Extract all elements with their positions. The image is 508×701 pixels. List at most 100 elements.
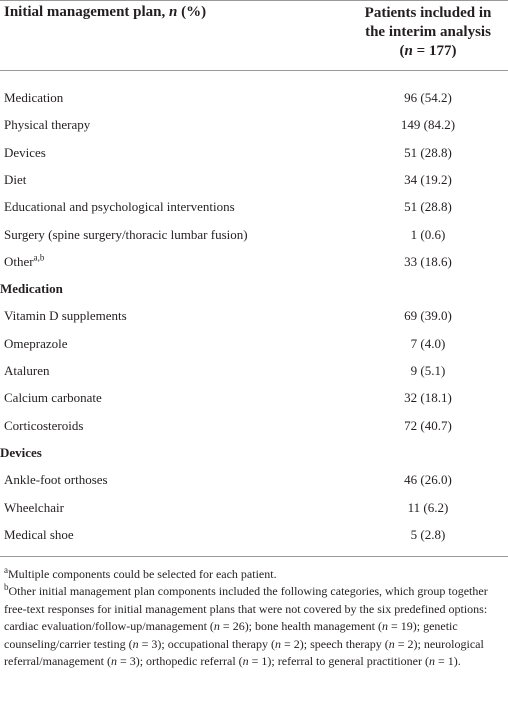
footnote-text: = 26); bone health management ( [219, 619, 382, 634]
header-text: = 177) [412, 43, 457, 59]
footnote-text: = 2); neurological referral/management ( [4, 636, 484, 669]
footnote-text: = 3); occupational therapy ( [138, 636, 276, 651]
rule [0, 0, 508, 1]
label-text: Ataluren [4, 363, 50, 378]
row-value: 5 (2.8) [410, 526, 446, 542]
footnote-text: n [132, 636, 139, 651]
row-label: Calcium carbonate [4, 390, 102, 406]
label-text: Surgery (spine surgery/thoracic lumbar f… [4, 226, 248, 242]
row-value: 51 (28.8) [404, 144, 452, 160]
footnote-text: = 19); genetic counseling/carrier testin… [4, 619, 458, 651]
table-row: Surgery (spine surgery/thoracic lumbar f… [0, 222, 508, 249]
table-row: Physical therapy 149 (84.2) [0, 112, 508, 139]
row-value: 33 (18.6) [404, 253, 452, 269]
table-row: Ataluren 9 (5.1) [0, 358, 508, 385]
label-text: Devices [4, 144, 46, 160]
table-row: Ankle-foot orthoses 46 (26.0) [0, 467, 508, 494]
row-label: Ataluren [4, 363, 49, 379]
row-label: Physical therapy [4, 117, 90, 133]
column-header: Patients included in the interim analysi… [353, 4, 503, 61]
section-row: Medication [0, 276, 508, 303]
footnote-text: n [242, 654, 249, 669]
footnote-text: = 2); speech therapy ( [281, 636, 389, 651]
row-value: 34 (19.2) [404, 171, 452, 187]
footnotes: aMultiple components could be selected f… [4, 566, 504, 670]
row-label: Educational and psychological interventi… [4, 199, 235, 215]
label-text: Educational and psychological interventi… [4, 199, 235, 215]
row-value: 32 (18.1) [404, 390, 452, 406]
row-label: Medical shoe [4, 527, 74, 543]
table-row: Corticosteroids 72 (40.7) [0, 413, 508, 440]
table-row: Othera,b 33 (18.6) [0, 249, 508, 276]
row-label: Diet [4, 172, 26, 188]
column-header: Initial management plan, n (%) [4, 4, 206, 21]
table-row: Diet 34 (19.2) [0, 167, 508, 194]
row-label: Vitamin D supplements [4, 308, 127, 324]
row-value: 11 (6.2) [407, 499, 449, 515]
footnote-text: n [110, 654, 117, 669]
row-value: 149 (84.2) [400, 117, 456, 133]
label-text: Medication [4, 90, 64, 105]
footnote-text: n [275, 636, 282, 651]
footnote-text: n [388, 636, 395, 651]
row-label: Medication [4, 90, 63, 106]
label-text: Wheelchair [4, 499, 64, 515]
header-text: Initial management plan, [4, 4, 170, 20]
section-heading: Medication [0, 281, 63, 297]
footnote-text: = 1); referral to general practitioner ( [248, 654, 429, 669]
footnote-ref: a,b [33, 252, 45, 263]
footnote-text: n [213, 619, 220, 634]
footnote: bOther initial management plan component… [4, 583, 504, 670]
label-text: Physical therapy [4, 117, 91, 133]
header-text: ( [399, 43, 405, 59]
label-text: Calcium carbonate [4, 390, 102, 406]
table-row: Wheelchair 11 (6.2) [0, 495, 508, 522]
footnote-text: = 1). [435, 654, 461, 669]
footnote-text: Multiple components could be selected fo… [8, 567, 277, 581]
footnote-mark: a [4, 565, 8, 575]
row-label: Othera,b [4, 252, 45, 270]
label-text: Corticosteroids [4, 417, 84, 433]
row-value: 51 (28.8) [404, 199, 452, 215]
footnote-text: = 3); orthopedic referral ( [116, 654, 243, 669]
row-label: Omeprazole [4, 336, 68, 352]
row-label: Corticosteroids [4, 418, 83, 434]
row-value: 7 (4.0) [410, 335, 446, 351]
row-value: 9 (5.1) [410, 363, 446, 378]
table-row: Medical shoe 5 (2.8) [0, 522, 508, 549]
row-label: Ankle-foot orthoses [4, 472, 108, 488]
table-row: Omeprazole 7 (4.0) [0, 331, 508, 358]
label-text: Other [4, 253, 34, 269]
table-row: Vitamin D supplements 69 (39.0) [0, 303, 508, 330]
label-text: Omeprazole [4, 335, 68, 351]
footnote-text: n [429, 654, 435, 669]
footnote: aMultiple components could be selected f… [4, 566, 504, 583]
row-label: Devices [4, 145, 46, 161]
row-value: 1 (0.6) [410, 226, 446, 242]
footnote-text: Other initial management plan components… [4, 584, 488, 634]
footnote-mark: b [4, 582, 9, 593]
row-label: Wheelchair [4, 500, 64, 516]
rule [0, 556, 508, 557]
label-text: Ankle-foot orthoses [4, 472, 108, 488]
header-text: (%) [177, 4, 207, 20]
label-text: Diet [4, 171, 27, 187]
label-text: Medical shoe [4, 526, 74, 542]
footnote-text: n [381, 619, 388, 634]
header-text: n [404, 43, 413, 59]
row-value: 96 (54.2) [404, 90, 452, 105]
row-value: 72 (40.7) [404, 417, 452, 433]
row-value: 46 (26.0) [404, 472, 452, 488]
table-row: Calcium carbonate 32 (18.1) [0, 385, 508, 412]
section-row: Devices [0, 440, 508, 467]
row-value: 69 (39.0) [404, 308, 452, 324]
table-row: Devices 51 (28.8) [0, 140, 508, 167]
table-row: Educational and psychological interventi… [0, 194, 508, 221]
rule [0, 70, 508, 71]
section-heading: Devices [0, 444, 42, 460]
row-label: Surgery (spine surgery/thoracic lumbar f… [4, 227, 248, 243]
table-row: Medication 96 (54.2) [0, 85, 508, 112]
label-text: Vitamin D supplements [4, 308, 127, 324]
header-text: Patients included in the interim analysi… [364, 5, 492, 40]
